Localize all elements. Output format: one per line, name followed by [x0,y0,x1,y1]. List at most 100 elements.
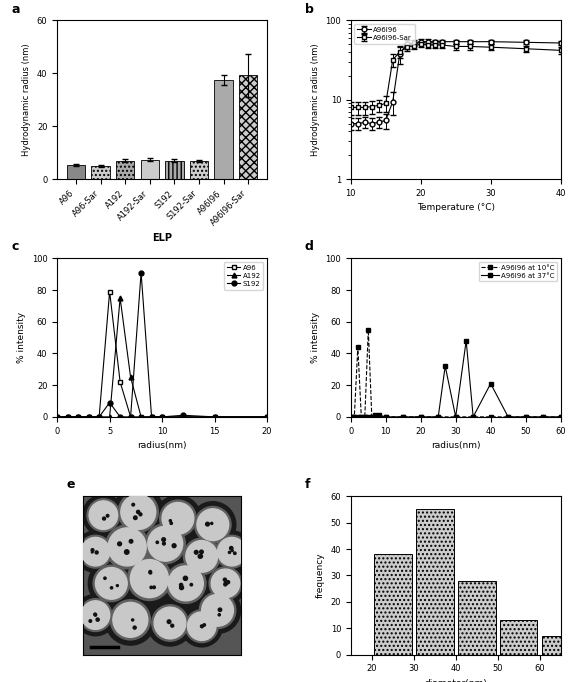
A96I96 at 10°C [358,413,365,421]
A192 [75,413,82,421]
A96I96 at 10°C [382,413,389,421]
Circle shape [194,550,198,554]
Circle shape [137,510,140,514]
A96 [75,413,82,421]
Circle shape [233,552,236,554]
Circle shape [152,605,188,641]
Circle shape [129,539,133,543]
Bar [214,80,233,179]
Circle shape [87,499,120,531]
Circle shape [219,608,222,612]
Circle shape [181,606,223,647]
Circle shape [113,487,164,537]
Circle shape [161,558,211,608]
Bar [416,509,454,655]
A96I96 at 37°C [351,413,358,421]
Circle shape [211,531,252,572]
A96 [106,288,113,296]
A96I96 at 10°C [362,413,368,421]
Circle shape [106,514,109,517]
Text: c: c [11,240,18,254]
Circle shape [224,582,228,585]
Circle shape [133,516,137,520]
Circle shape [210,522,213,524]
Circle shape [162,503,194,534]
Circle shape [202,595,233,626]
Circle shape [125,550,129,554]
S192 [127,413,134,421]
A192 [211,413,218,421]
Circle shape [128,557,171,600]
S192 [85,413,92,421]
Circle shape [172,544,176,548]
S192 [117,413,124,421]
A96I96 at 37°C [372,411,379,419]
Circle shape [145,524,185,564]
Line: A96I96 at 10°C: A96I96 at 10°C [348,327,563,419]
S192 [264,413,271,421]
Circle shape [148,527,182,561]
S192 [148,413,155,421]
Legend: A96, A192, S192: A96, A192, S192 [224,262,264,289]
X-axis label: diameter(nm): diameter(nm) [424,679,487,682]
Circle shape [190,584,193,586]
Circle shape [197,509,229,541]
A96I96 at 37°C [539,413,546,421]
Line: A96: A96 [55,289,269,419]
A96I96 at 37°C [355,413,362,421]
X-axis label: radius(nm): radius(nm) [137,441,187,450]
Circle shape [205,563,246,604]
Circle shape [118,492,158,532]
Text: e: e [67,478,76,491]
A96I96 at 10°C [505,413,511,421]
Circle shape [89,620,92,622]
Circle shape [118,542,121,546]
Circle shape [160,500,196,537]
Text: b: b [305,3,313,16]
Circle shape [199,592,236,629]
S192 [138,269,145,277]
Bar [239,76,257,179]
Circle shape [167,620,171,623]
Circle shape [180,586,184,590]
Circle shape [170,522,172,524]
A96I96 at 37°C [463,337,470,345]
Circle shape [153,586,156,589]
Circle shape [110,599,150,640]
Circle shape [105,595,156,645]
Bar [165,160,184,179]
Circle shape [194,587,241,634]
Circle shape [171,624,174,627]
Bar [141,160,159,179]
Line: A96I96 at 37°C: A96I96 at 37°C [348,338,563,419]
Circle shape [108,528,146,566]
A96I96 at 10°C [470,413,476,421]
A96I96 at 10°C [522,413,529,421]
Circle shape [200,625,203,627]
A96I96 at 10°C [347,413,354,421]
A192 [180,413,186,421]
Circle shape [232,550,233,552]
Circle shape [100,519,155,574]
Circle shape [96,567,127,599]
Circle shape [79,535,112,568]
A192 [158,413,165,421]
Circle shape [83,494,124,536]
Bar [92,166,110,179]
Circle shape [133,626,136,629]
Circle shape [203,624,205,626]
Circle shape [156,541,158,544]
A96 [211,413,218,421]
Circle shape [205,522,209,526]
A96I96 at 10°C [539,413,546,421]
Bar [190,161,208,179]
Circle shape [121,494,156,529]
Circle shape [122,551,177,606]
X-axis label: Temperature (°C): Temperature (°C) [416,203,495,212]
Line: A192: A192 [55,295,269,419]
S192 [75,413,82,421]
A96I96 at 10°C [372,413,379,421]
Circle shape [180,583,182,587]
Circle shape [92,551,93,553]
A192 [85,413,92,421]
